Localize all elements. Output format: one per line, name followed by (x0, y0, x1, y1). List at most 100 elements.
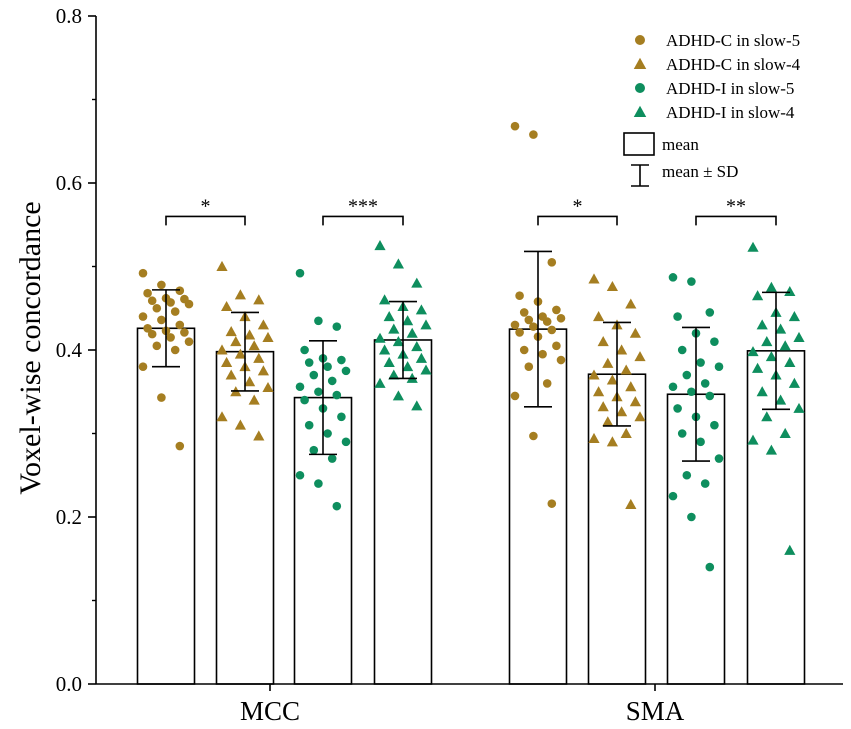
point (234, 348, 246, 359)
legend-marker (635, 83, 645, 93)
point (216, 344, 228, 355)
point (677, 429, 687, 438)
bar-mcc-2 (215, 350, 275, 685)
point (295, 382, 305, 392)
point (547, 499, 557, 508)
point (304, 420, 314, 430)
point (295, 268, 305, 278)
point (392, 390, 404, 401)
y-tick-label: 0.2 (56, 505, 82, 529)
legend-label: ADHD-I in slow-5 (666, 79, 794, 98)
point (765, 351, 777, 362)
point (677, 345, 687, 355)
point (180, 328, 189, 337)
significance-bracket (537, 215, 618, 226)
point (152, 303, 162, 313)
point (184, 337, 194, 346)
point (262, 331, 274, 342)
point (597, 336, 609, 347)
point (152, 341, 162, 351)
point (779, 427, 791, 438)
point (625, 498, 637, 509)
significance-bracket (165, 215, 246, 226)
point (682, 370, 692, 380)
point (257, 319, 269, 330)
point (687, 387, 696, 397)
legend-marker (633, 57, 647, 69)
point (402, 361, 414, 372)
point (747, 346, 759, 357)
y-tick-label: 0.0 (56, 672, 82, 696)
point (230, 336, 242, 347)
point (696, 358, 705, 367)
point (673, 404, 682, 413)
point (175, 441, 185, 451)
point (634, 411, 646, 422)
point (309, 370, 319, 380)
point (616, 344, 628, 355)
point (634, 351, 646, 362)
bar-sma-2 (587, 373, 647, 685)
point (379, 294, 391, 305)
point (714, 454, 724, 463)
point (761, 336, 773, 347)
point (756, 386, 768, 397)
point (687, 277, 696, 286)
legend: ADHD-C in slow-5 ADHD-C in slow-4 ADHD-I i… (623, 31, 801, 187)
point (295, 470, 305, 480)
point (411, 341, 423, 352)
point (538, 349, 547, 359)
point (225, 369, 237, 380)
point (244, 329, 256, 340)
point (616, 406, 628, 417)
point (248, 340, 260, 351)
x-tick-label-mcc: MCC (240, 696, 300, 726)
legend-label: ADHD-I in slow-4 (666, 103, 795, 122)
point (341, 437, 351, 447)
point (374, 377, 386, 388)
point (157, 315, 166, 325)
point (784, 356, 796, 368)
point (304, 358, 314, 367)
point (327, 454, 337, 463)
point (588, 273, 600, 284)
legend-label: mean ± SD (662, 162, 738, 181)
data-points (138, 121, 805, 572)
point (138, 362, 148, 372)
point (788, 377, 800, 388)
point (542, 379, 552, 388)
point (747, 241, 759, 252)
point (747, 434, 759, 445)
y-tick-label: 0.6 (56, 171, 82, 195)
point (668, 491, 678, 501)
point (383, 356, 395, 368)
point (323, 362, 332, 372)
point (668, 382, 678, 392)
point (756, 319, 768, 330)
point (314, 479, 323, 488)
point (524, 315, 534, 325)
y-axis-label: Voxel-wise concordance (14, 201, 47, 495)
point (547, 258, 557, 267)
significance-bracket (322, 215, 404, 226)
point (379, 344, 391, 355)
point (332, 390, 342, 400)
point (529, 130, 538, 139)
point (337, 412, 346, 422)
point (779, 340, 791, 351)
point (542, 317, 552, 326)
point (406, 327, 418, 338)
point (166, 298, 175, 307)
point (552, 305, 561, 315)
point (327, 376, 337, 386)
point (668, 273, 678, 282)
legend-marker (635, 35, 645, 45)
point (253, 430, 265, 441)
legend-sd-symbol (631, 164, 649, 187)
point (765, 444, 777, 455)
point (515, 328, 524, 337)
point (309, 445, 319, 455)
point (300, 395, 309, 405)
point (752, 290, 764, 301)
point (696, 437, 705, 447)
